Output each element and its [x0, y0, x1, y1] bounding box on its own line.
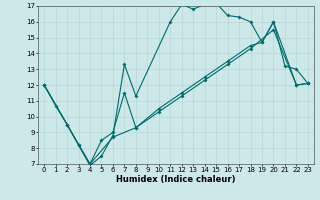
X-axis label: Humidex (Indice chaleur): Humidex (Indice chaleur)	[116, 175, 236, 184]
